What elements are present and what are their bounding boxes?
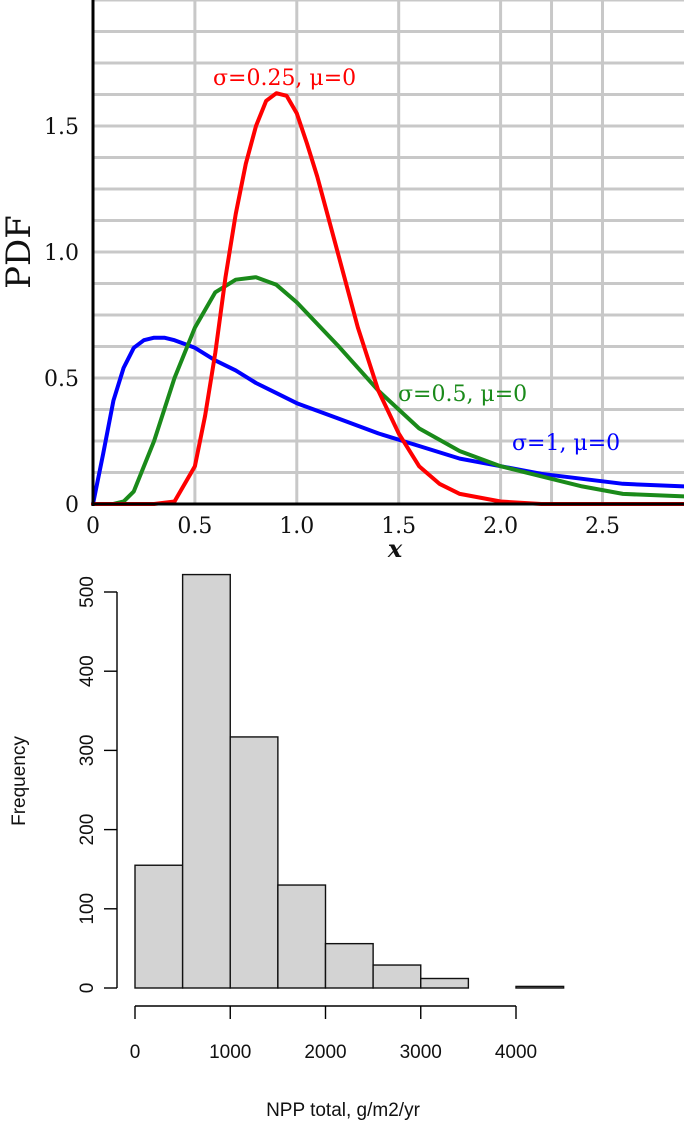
histogram-bar: [420, 977, 470, 989]
series-line-2: [91, 91, 684, 506]
x-tick-label: 1.5: [381, 514, 416, 539]
pdf-tick-labels: 0 0.5 1.0 1.5 2.0 2.5 0 0.5 1.0 1.5: [44, 115, 620, 539]
hist-y-tick-label: 100: [77, 893, 98, 925]
pdf-line-chart: 0 0.5 1.0 1.5 2.0 2.5 0 0.5 1.0 1.5 PDF x σ=0.25,…: [0, 0, 684, 563]
hist-y-tick-label: 300: [77, 735, 98, 767]
series-line-1: [91, 275, 684, 506]
histogram-bar: [229, 736, 279, 989]
pdf-gridlines: [93, 0, 684, 504]
pdf-x-axis-label: x: [387, 534, 403, 563]
hist-x-tick-label: 2000: [304, 1042, 346, 1063]
pdf-series-lines: [91, 91, 684, 506]
annotation-sigma-0-5: σ=0.5, μ=0: [398, 382, 527, 407]
histogram-bar: [515, 985, 565, 989]
histogram-bar: [324, 942, 374, 989]
histogram-y-axis-label: Frequency: [9, 736, 30, 826]
histogram-axes: [104, 591, 517, 1019]
histogram-bar: [277, 884, 327, 989]
hist-x-tick-label: 4000: [495, 1042, 537, 1063]
y-tick-label: 0: [65, 493, 79, 518]
pdf-y-axis-label: PDF: [0, 215, 39, 289]
histogram-bars: [134, 573, 565, 989]
histogram-bar: [372, 964, 422, 989]
hist-y-tick-label: 0: [77, 983, 98, 994]
histogram-bar: [181, 573, 231, 989]
y-tick-label: 1.0: [44, 241, 79, 266]
y-tick-label: 0.5: [44, 367, 79, 392]
histogram-bar: [134, 864, 184, 989]
x-tick-label: 0.5: [177, 514, 212, 539]
y-tick-label: 1.5: [44, 115, 79, 140]
x-tick-label: 1.0: [279, 514, 314, 539]
hist-x-tick-label: 0: [130, 1042, 141, 1063]
annotation-sigma-0-25: σ=0.25, μ=0: [213, 66, 356, 91]
x-tick-label: 2.5: [585, 514, 620, 539]
npp-histogram: 0 1000 2000 3000 4000 0 100 200 300 400 500 Freque…: [9, 573, 565, 1121]
histogram-tick-labels: 0 1000 2000 3000 4000 0 100 200 300 400 500: [77, 576, 537, 1063]
annotation-sigma-1: σ=1, μ=0: [512, 431, 620, 456]
hist-y-tick-label: 500: [77, 576, 98, 608]
hist-x-tick-label: 1000: [209, 1042, 251, 1063]
hist-x-tick-label: 3000: [400, 1042, 442, 1063]
pdf-axes: [91, 0, 684, 506]
hist-y-tick-label: 200: [77, 814, 98, 846]
x-tick-label: 0: [86, 514, 100, 539]
hist-y-tick-label: 400: [77, 655, 98, 687]
x-tick-label: 2.0: [483, 514, 518, 539]
histogram-x-axis-label: NPP total, g/m2/yr: [266, 1100, 420, 1121]
